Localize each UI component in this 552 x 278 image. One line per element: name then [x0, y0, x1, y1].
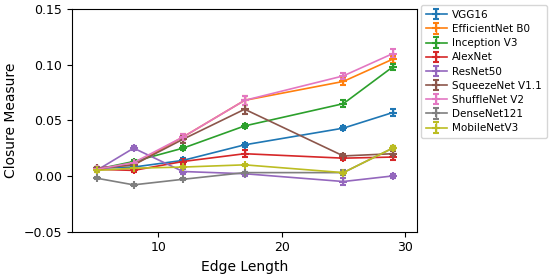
Legend: VGG16, EfficientNet B0, Inception V3, AlexNet, ResNet50, SqueezeNet V1.1, Shuffl: VGG16, EfficientNet B0, Inception V3, Al…: [421, 5, 547, 138]
Y-axis label: Closure Measure: Closure Measure: [4, 63, 18, 178]
X-axis label: Edge Length: Edge Length: [201, 260, 288, 274]
